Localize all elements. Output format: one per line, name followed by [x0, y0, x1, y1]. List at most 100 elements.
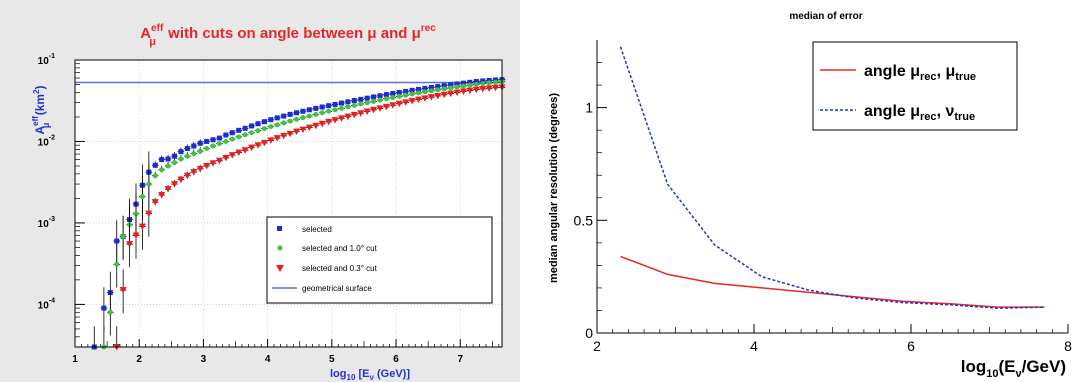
left-point-1deg	[454, 84, 460, 90]
xlabel-lead: log	[330, 368, 347, 380]
right-legend: angle μrec, μtrue angle μrec, νtrue	[812, 41, 1018, 131]
left-chart-title: Aeff μ with cuts on angle between μ and μ…	[140, 23, 436, 48]
left-point-1deg	[332, 107, 338, 113]
left-series-2	[113, 84, 506, 351]
left-point-selected	[210, 137, 216, 143]
left-y-tick-base: 10	[38, 137, 50, 148]
left-x-ticks: 1 2 3 4 5 6 7	[72, 339, 500, 365]
left-point-selected	[184, 145, 190, 151]
left-point-selected	[383, 92, 389, 98]
right-legend-label-nu: angle μrec, νtrue	[864, 103, 975, 123]
left-y-tick-base: 10	[38, 300, 50, 311]
title-mu: μ	[367, 25, 376, 42]
left-point-selected	[159, 157, 165, 163]
left-point-selected	[332, 101, 338, 107]
left-y-axis-label: Aeffμ (km2)	[31, 85, 51, 134]
left-point-03deg	[248, 144, 256, 152]
left-point-1deg	[197, 148, 203, 154]
left-point-03deg	[196, 165, 204, 173]
left-point-selected	[255, 121, 261, 127]
left-point-selected	[172, 153, 178, 159]
legend-marker-03deg	[276, 265, 284, 272]
left-x-tick-label: 1	[72, 354, 78, 365]
left-point-1deg	[133, 211, 139, 217]
left-point-1deg	[383, 96, 389, 102]
left-point-1deg	[409, 91, 415, 97]
ylabel-unit-open: (km	[33, 94, 47, 119]
ylabel-unit-sup: 2	[32, 89, 41, 94]
left-point-1deg	[467, 82, 473, 88]
left-x-axis-label: log10 [Eν (GeV)]	[330, 368, 410, 382]
left-plot-frame	[74, 59, 503, 348]
left-y-tick-base: 10	[38, 56, 50, 67]
left-point-selected	[197, 140, 203, 146]
right-y-tick-label: 0.5	[574, 212, 594, 228]
left-point-1deg	[345, 104, 351, 110]
left-point-03deg	[376, 105, 384, 112]
left-point-1deg	[294, 116, 300, 122]
left-point-03deg	[479, 85, 487, 93]
left-point-03deg	[447, 90, 455, 98]
left-point-1deg	[178, 156, 184, 162]
left-point-03deg	[344, 113, 352, 121]
left-point-1deg	[396, 93, 402, 99]
left-point-1deg	[255, 128, 261, 134]
left-point-03deg	[171, 181, 179, 188]
right-y-ticks: 00.51	[574, 62, 607, 341]
ylabel-lead: A	[33, 126, 47, 135]
left-y-tick-label: 10-2	[38, 134, 55, 148]
leg0-sep: ,	[937, 63, 946, 80]
left-point-selected	[287, 111, 293, 117]
left-point-selected	[416, 86, 422, 92]
title-mu2: μ	[412, 25, 421, 42]
left-point-03deg	[138, 223, 146, 231]
left-point-selected	[377, 93, 383, 99]
left-point-03deg	[267, 137, 275, 144]
title-and: and	[377, 25, 412, 42]
left-point-03deg	[472, 86, 480, 94]
left-series-1	[100, 79, 506, 350]
left-point-1deg	[480, 81, 486, 87]
left-point-selected	[435, 84, 441, 90]
left-point-03deg	[305, 124, 313, 132]
left-x-tick-label: 6	[393, 354, 399, 365]
left-point-03deg	[427, 94, 435, 101]
left-point-selected	[409, 87, 415, 93]
left-point-selected	[216, 135, 222, 141]
left-point-selected	[473, 79, 479, 85]
left-point-selected	[236, 127, 242, 133]
leg1-a-sub: rec	[920, 111, 937, 123]
left-point-selected	[396, 89, 402, 95]
left-point-selected	[351, 98, 357, 104]
left-point-1deg	[261, 126, 267, 132]
left-point-03deg	[177, 176, 185, 184]
left-point-03deg	[164, 186, 172, 193]
left-point-1deg	[403, 92, 409, 98]
left-point-1deg	[281, 120, 287, 126]
left-point-selected	[242, 125, 248, 131]
left-point-1deg	[326, 108, 332, 114]
left-y-tick-exp: -4	[49, 297, 55, 304]
left-point-selected	[114, 238, 120, 244]
left-point-03deg	[402, 99, 410, 106]
left-point-03deg	[421, 95, 429, 102]
left-point-1deg	[313, 111, 319, 117]
right-legend-label-mu: angle μrec, μtrue	[864, 63, 976, 83]
left-point-selected	[371, 94, 377, 100]
left-point-03deg	[254, 142, 262, 149]
left-x-tick-label: 3	[201, 354, 207, 365]
left-point-selected	[268, 117, 274, 123]
leg1-sep: ,	[937, 103, 946, 120]
right-y-axis-label: median angular resolution (degrees)	[548, 93, 560, 283]
left-point-selected	[403, 88, 409, 94]
legend-box	[266, 216, 493, 304]
left-point-1deg	[152, 173, 158, 179]
left-point-selected	[223, 132, 229, 138]
left-point-selected	[358, 96, 364, 102]
left-point-selected	[390, 90, 396, 96]
title-symbol-sup: eff	[151, 23, 164, 34]
right-x-ticks: 2 4 6 8	[593, 324, 1072, 354]
left-point-selected	[300, 108, 306, 114]
left-point-1deg	[338, 105, 344, 111]
